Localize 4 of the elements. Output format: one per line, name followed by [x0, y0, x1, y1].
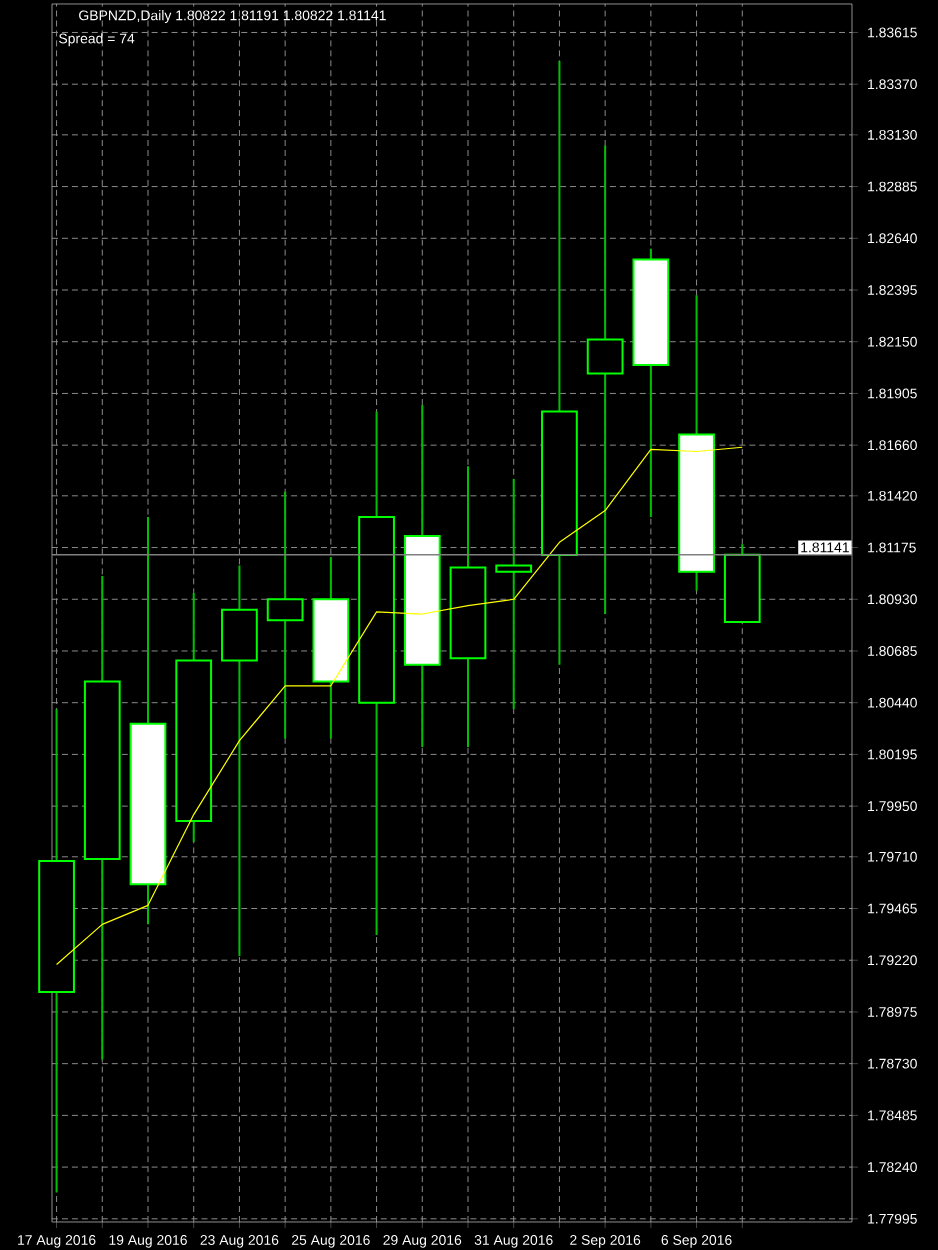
- candlestick: [586, 144, 624, 616]
- candlestick: [495, 477, 533, 711]
- line-series: [55, 446, 743, 966]
- candlestick: [266, 490, 304, 740]
